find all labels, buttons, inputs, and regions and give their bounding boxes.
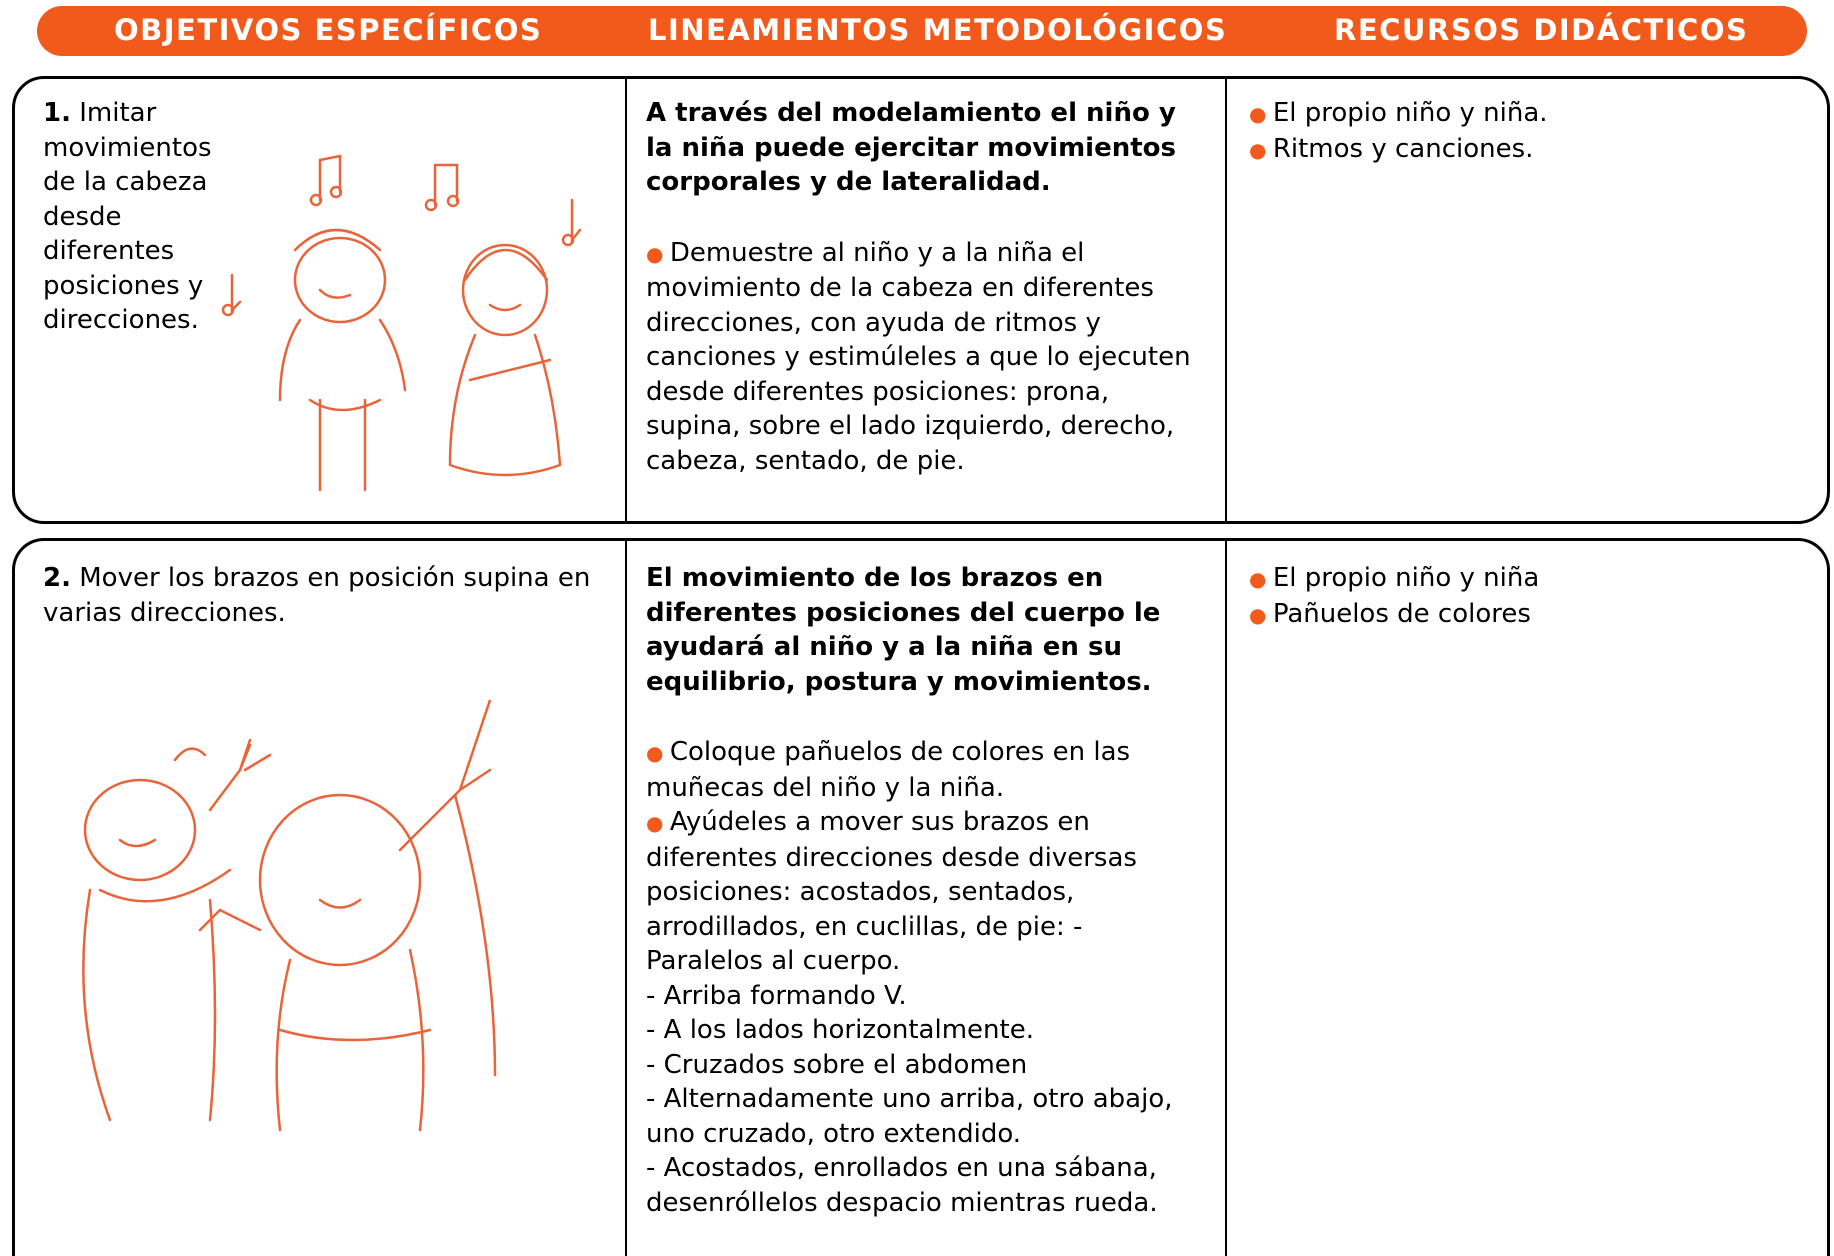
resource-item: Ritmos y canciones. bbox=[1249, 132, 1789, 168]
gap bbox=[646, 699, 1191, 735]
divider bbox=[625, 541, 627, 1256]
divider bbox=[625, 79, 627, 521]
objective-text: Mover los brazos en posición supina en v… bbox=[43, 563, 591, 628]
objective-number: 2. bbox=[43, 563, 71, 593]
header-title: RECURSOS DIDÁCTICOS bbox=[1334, 13, 1749, 47]
gap bbox=[646, 200, 1191, 236]
method-cell: El movimiento de los brazos en diferente… bbox=[646, 561, 1191, 1220]
method-line: - Alternadamente uno arriba, otro abajo,… bbox=[646, 1084, 1173, 1149]
header-title: OBJETIVOS ESPECÍFICOS bbox=[114, 13, 543, 47]
method-bullet: Demuestre al niño y a la niña el movimie… bbox=[646, 236, 1191, 479]
divider bbox=[1225, 79, 1227, 521]
row-box bbox=[12, 538, 1830, 1256]
method-cell: A través del modelamiento el niño y la n… bbox=[646, 96, 1191, 478]
resources-cell: El propio niño y niñaPañuelos de colores bbox=[1249, 561, 1789, 632]
method-line: - A los lados horizontalmente. bbox=[646, 1015, 1034, 1045]
resource-item: El propio niño y niña bbox=[1249, 561, 1789, 597]
resource-item: Pañuelos de colores bbox=[1249, 597, 1789, 633]
row-box bbox=[12, 76, 1830, 524]
objective-number: 1. bbox=[43, 98, 71, 128]
method-bullet: Ayúdeles a mover sus brazos en diferente… bbox=[646, 805, 1191, 979]
objective-cell: 1. Imitar movimientos de la cabeza desde… bbox=[43, 96, 603, 338]
illustration bbox=[82, 700, 497, 1132]
illustration bbox=[221, 154, 582, 492]
divider bbox=[1225, 541, 1227, 1256]
method-line: - Cruzados sobre el abdomen bbox=[646, 1049, 1028, 1080]
method-line: - Arriba formando V. bbox=[646, 980, 907, 1011]
objective-cell: 2. Mover los brazos en posición supina e… bbox=[43, 561, 608, 630]
header-bar bbox=[37, 6, 1807, 56]
resource-item: El propio niño y niña. bbox=[1249, 96, 1789, 132]
header-title: LINEAMIENTOS METODOLÓGICOS bbox=[648, 13, 1228, 47]
method-bullet: Coloque pañuelos de colores en las muñec… bbox=[646, 735, 1191, 805]
method-title: El movimiento de los brazos en diferente… bbox=[646, 563, 1161, 697]
objective-text: Imitar movimientos de la cabeza desde di… bbox=[43, 98, 212, 335]
method-title: A través del modelamiento el niño y la n… bbox=[646, 98, 1176, 197]
resources-cell: El propio niño y niña.Ritmos y canciones… bbox=[1249, 96, 1789, 167]
method-line: - Acostados, enrollados en una sábana, d… bbox=[646, 1153, 1158, 1218]
